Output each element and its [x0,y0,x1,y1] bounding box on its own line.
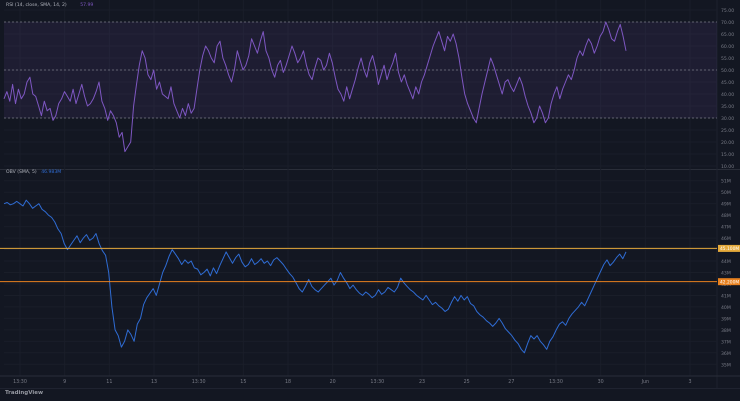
obv-y-tick-label: 35M [721,362,731,368]
rsi-y-tick-label: 15.00 [721,152,734,158]
rsi-y-tick-label: 25.00 [721,128,734,134]
x-axis-tick-label: 23 [419,379,425,385]
x-axis-tick-label: 13:30 [192,379,206,385]
obv-y-tick-label: 50M [721,190,731,196]
x-axis-tick-label: 9 [63,379,66,385]
rsi-y-tick-label: 35.00 [721,104,734,110]
rsi-y-tick-label: 40.00 [721,92,734,98]
rsi-y-tick-label: 30.00 [721,116,734,122]
x-axis-tick-label: 3 [688,379,691,385]
obv-y-tick-label: 49M [721,202,731,208]
rsi-y-tick-label: 60.00 [721,44,734,50]
obv-y-tick-label: 40M [721,305,731,311]
obv-y-tick-label: 43M [721,271,731,277]
obv-y-tick-label: 39M [721,316,731,322]
obv-pane [0,170,740,388]
obv-level-label: 45.100M [720,246,739,252]
rsi-y-tick-label: 55.00 [721,56,734,62]
obv-legend-label: OBV (SMA, 5) [6,169,37,175]
obv-legend-value: 46.983M [41,169,61,175]
rsi-legend-label: RSI (14, close, SMA, 14, 2) [6,2,67,8]
rsi-y-tick-label: 45.00 [721,80,734,86]
x-axis-tick-label: 18 [285,379,291,385]
obv-level-tag [718,278,740,286]
rsi-y-tick-label: 65.00 [721,32,734,38]
obv-y-tick-label: 36M [721,351,731,357]
x-axis-tick-label: 25 [464,379,470,385]
x-axis-tick-label: 15 [240,379,246,385]
obv-level-label: 42.200M [720,279,739,285]
x-axis-tick-label: 27 [508,379,514,385]
obv-y-tick-label: 51M [721,179,731,185]
obv-y-tick-label: 38M [721,328,731,334]
obv-y-tick-label: 48M [721,213,731,219]
x-axis-tick-label: 11 [106,379,112,385]
rsi-y-tick-label: 75.00 [721,8,734,14]
rsi-series-line[interactable] [3,21,627,153]
rsi-legend-value: 57.99 [80,2,93,8]
x-axis-tick-label: 13:30 [549,379,563,385]
x-axis-tick-label: 30 [598,379,604,385]
x-axis-tick-label: Jun [641,379,650,385]
obv-y-tick-label: 47M [721,225,731,231]
tradingview-logo: TradingView [5,390,44,396]
x-axis-tick-label: 13:30 [370,379,384,385]
rsi-y-tick-label: 10.00 [721,164,734,170]
chart-canvas[interactable]: 75.00 70.00 65.00 60.00 55.00 50.00 45.00 40.00… [0,0,740,388]
rsi-y-tick-label: 20.00 [721,140,734,146]
rsi-y-tick-label: 50.00 [721,68,734,74]
obv-y-tick-label: 41M [721,293,731,299]
x-axis-tick-label: 13 [151,379,157,385]
footer-bar: TradingView [0,388,740,401]
obv-series-line[interactable] [3,199,627,354]
x-axis-tick-label: 20 [330,379,336,385]
x-axis-tick-label: 13:30 [13,379,27,385]
obv-y-tick-label: 44M [721,259,731,265]
obv-y-tick-label: 46M [721,236,731,242]
rsi-y-tick-label: 70.00 [721,20,734,26]
obv-level-tag [718,244,740,252]
obv-y-tick-label: 37M [721,339,731,345]
